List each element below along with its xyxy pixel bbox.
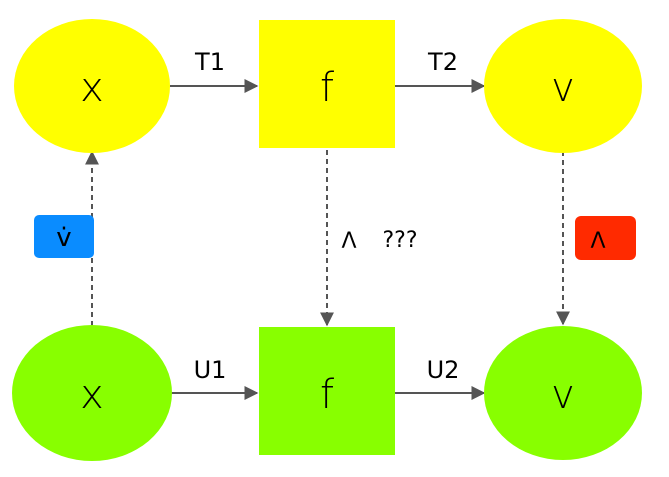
- node-bottom-f-label: f: [320, 372, 334, 418]
- node-top-f-label: f: [320, 65, 334, 111]
- node-bottom-v-label: v: [551, 372, 575, 418]
- badge-right-label: Λ: [590, 229, 605, 254]
- middle-question-label: ???: [382, 228, 417, 253]
- node-top-v: [484, 19, 642, 153]
- edge-label-u1: U1: [194, 356, 227, 384]
- node-bottom-f: [259, 327, 395, 455]
- edge-label-t1: T1: [194, 48, 225, 76]
- node-bottom-x: [12, 325, 172, 461]
- badge-left: [34, 215, 94, 258]
- node-top-x-label: x: [80, 65, 104, 111]
- badge-right: [575, 216, 636, 260]
- node-top-v-label: v: [551, 65, 575, 111]
- edge-label-t2: T2: [427, 48, 458, 76]
- node-top-f: [259, 20, 395, 148]
- node-bottom-x-label: x: [80, 372, 104, 418]
- node-top-x: [14, 19, 170, 153]
- badge-left-label: v̇: [56, 223, 71, 253]
- middle-lambda-label: Λ: [341, 229, 356, 254]
- edge-label-u2: U2: [427, 356, 460, 384]
- node-bottom-v: [484, 326, 642, 460]
